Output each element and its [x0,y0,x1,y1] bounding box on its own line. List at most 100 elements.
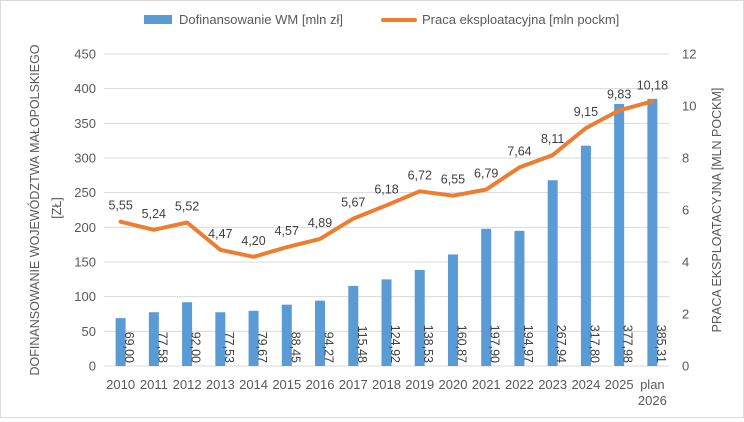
category-label: 2015 [272,377,301,392]
line-data-label: 4,20 [241,234,265,248]
left-tick-label: 400 [74,81,96,96]
bar-data-label: 138,53 [421,325,435,363]
bar [281,304,292,366]
right-tick-label: 4 [682,255,689,270]
bar-data-label: 377,98 [621,325,635,363]
line-data-label: 4,89 [308,216,332,230]
category-label: 2023 [538,377,567,392]
category-label: 2022 [505,377,534,392]
category-label: 2019 [405,377,434,392]
category-label: 2010 [106,377,135,392]
bar-data-label: 94,27 [322,332,336,363]
bar [447,254,458,366]
line-data-label: 5,55 [108,199,132,213]
line-data-label: 6,79 [474,166,498,180]
category-label: 2011 [140,377,168,392]
bar [115,318,126,366]
line-data-label: 9,15 [574,105,598,119]
right-tick-label: 8 [682,151,689,166]
axis-titles: DOFINANSOWANIE WOJEWÓDZTWA MAŁOPOLSKIEGO… [27,44,724,375]
line-data-label: 6,55 [441,173,465,187]
line-data-label: 4,47 [208,227,232,241]
category-label: 2021 [472,377,501,392]
line-series [118,99,655,259]
line-data-label: 9,83 [607,87,631,101]
bar [414,269,425,366]
bar-data-label: 194,97 [521,325,535,363]
bar-data-label: 77,53 [222,332,236,363]
right-axis-ticks: 0 2 4 6 8 10 12 [682,47,696,374]
line-data-labels: 5,55 5,24 5,52 4,47 4,20 4,57 4,89 5,67 6,18 6,72… [108,78,668,247]
left-axis-title-unit: [ZŁ] [50,197,64,219]
bar-data-label: 317,80 [587,325,601,363]
left-tick-label: 300 [74,151,96,166]
right-tick-label: 10 [682,99,696,114]
right-tick-label: 12 [682,47,696,62]
category-label: 2026 [638,393,667,408]
bar-data-label: 77,58 [155,332,169,363]
right-axis-title: PRACA EKSPLOATACYJNA [MLN POCKM] [710,88,724,333]
gridlines [104,53,669,367]
category-label: 2018 [372,377,401,392]
left-tick-label: 100 [74,289,96,304]
left-axis-title: DOFINANSOWANIE WOJEWÓDZTWA MAŁOPOLSKIEGO [27,44,42,375]
line-data-label: 5,24 [142,207,166,221]
bar [182,302,193,366]
bar [381,279,392,366]
category-label: 2025 [605,377,634,392]
category-label: 2014 [239,377,268,392]
legend-label-line: Praca eksploatacyjna [mln pockm] [422,12,619,27]
bar-data-label: 69,00 [122,332,136,363]
bar [547,180,558,366]
left-tick-label: 250 [74,185,96,200]
bar-data-label: 267,94 [554,325,568,363]
line-data-label: 10,18 [637,78,668,92]
left-axis-ticks: 0 50 100 150 200 250 300 350 400 450 [74,47,96,374]
bar-data-label: 124,92 [388,325,402,363]
left-tick-label: 50 [82,324,96,339]
legend-label-bar: Dofinansowanie WM [mln zł] [179,12,343,27]
bar [215,312,226,366]
line-data-label: 8,11 [541,132,564,146]
category-label: 2012 [173,377,202,392]
category-axis-labels: 2010 2011 2012 2013 2014 2015 2016 2017 2018 2019… [106,377,667,408]
line-path [118,99,655,259]
line-data-label: 7,64 [507,144,531,158]
bar [614,103,625,366]
bar-data-label: 92,00 [189,332,203,363]
left-tick-label: 0 [89,359,96,374]
left-tick-label: 150 [74,255,96,270]
bar [580,145,591,366]
bar-data-label: 115,48 [355,326,369,363]
line-data-label: 6,72 [408,168,432,182]
bar-series [115,98,658,366]
bar-data-label: 160,87 [454,325,468,363]
bar [647,98,658,366]
line-data-label: 4,57 [275,224,299,238]
left-tick-label: 200 [74,220,96,235]
bar [248,310,259,366]
category-label: 2016 [306,377,335,392]
legend: Dofinansowanie WM [mln zł] Praca eksploat… [144,12,619,27]
right-tick-label: 0 [682,359,689,374]
bar [481,228,492,366]
bar-data-label: 385,31 [654,325,668,363]
right-tick-label: 6 [682,203,689,218]
category-label: 2024 [571,377,600,392]
right-tick-label: 2 [682,307,689,322]
bar [514,230,525,366]
bar [148,312,159,366]
bar-data-labels: 69,00 77,58 92,00 77,53 79,67 88,45 94,27 115,4… [122,325,668,363]
category-label: 2013 [206,377,235,392]
line-data-label: 6,18 [374,182,398,196]
left-tick-label: 350 [74,116,96,131]
category-label: 2017 [339,377,368,392]
bar-data-label: 197,90 [488,325,502,363]
category-label: 2020 [439,377,468,392]
legend-swatch-bar [144,15,172,24]
bar-data-label: 79,67 [255,332,269,363]
left-tick-label: 450 [74,47,96,62]
bar [348,285,359,366]
